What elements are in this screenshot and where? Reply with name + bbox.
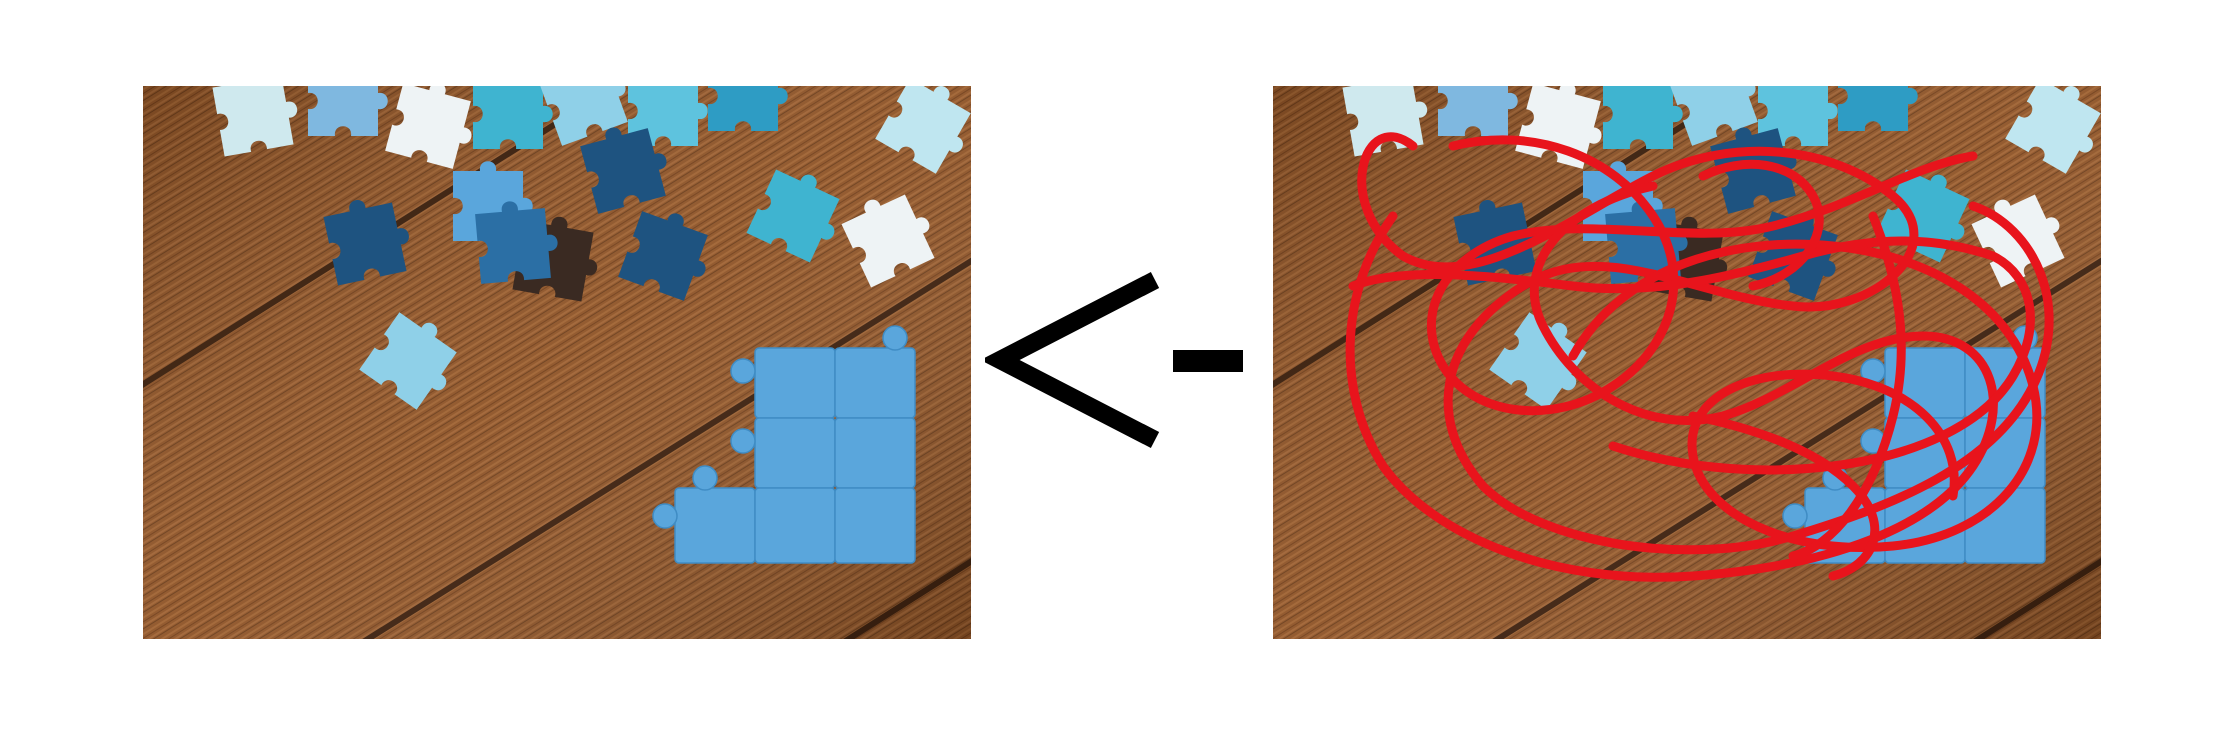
wooden-table-puzzle-image [143,86,971,639]
original-photo [143,86,971,639]
wooden-table-puzzle-image-scribbled [1273,86,2101,639]
scribbled-photo [1273,86,2101,639]
red-scribble-overlay [1345,132,2054,582]
left-arrow-icon [980,270,1255,450]
